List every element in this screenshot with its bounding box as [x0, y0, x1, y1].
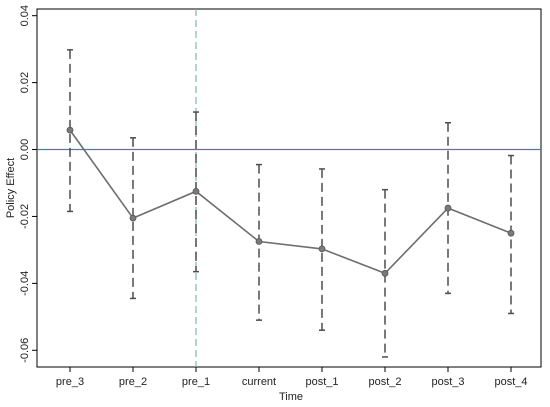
- x-tick-label: current: [242, 376, 276, 388]
- data-point: [507, 229, 515, 237]
- x-tick-label: post_3: [431, 376, 464, 388]
- x-tick-label: pre_2: [119, 376, 147, 388]
- y-tick-label: -0.02: [19, 204, 31, 229]
- data-point: [66, 126, 74, 134]
- x-axis: pre_3 pre_2 pre_1 current post_1 post_2 post_3…: [56, 367, 528, 388]
- reference-lines: [37, 9, 541, 367]
- data-point: [444, 204, 452, 212]
- x-axis-title: Time: [279, 391, 303, 403]
- series-line: [69, 129, 512, 275]
- y-tick-label: 0.02: [19, 72, 31, 93]
- x-tick-label: pre_1: [182, 376, 210, 388]
- y-tick-label: 0.00: [19, 139, 31, 160]
- data-point: [255, 238, 263, 245]
- x-tick-label: pre_3: [56, 376, 84, 388]
- y-axis: 0.04 0.02 0.00 -0.02 -0.04 -0.06: [19, 5, 37, 363]
- x-tick-label: post_2: [368, 376, 401, 388]
- point-markers: [66, 126, 515, 277]
- x-tick-label: post_1: [305, 376, 338, 388]
- x-tick-label: post_4: [494, 376, 527, 388]
- data-point: [192, 187, 200, 195]
- y-tick-label: -0.04: [19, 271, 31, 296]
- y-axis-title: Policy Effect: [5, 158, 17, 218]
- y-tick-label: -0.06: [19, 338, 31, 363]
- data-point: [381, 269, 389, 277]
- series-line-group: [69, 129, 512, 275]
- plot-frame: [36, 8, 542, 368]
- confidence-intervals: [67, 49, 514, 358]
- y-tick-label: 0.04: [19, 5, 31, 26]
- data-point: [129, 214, 137, 222]
- data-point: [318, 245, 326, 253]
